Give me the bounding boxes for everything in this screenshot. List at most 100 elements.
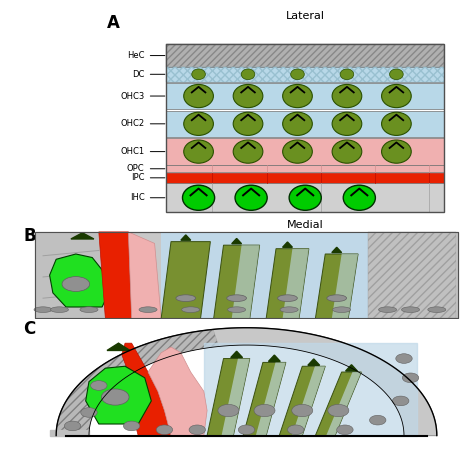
Circle shape bbox=[332, 112, 362, 135]
Polygon shape bbox=[50, 254, 109, 307]
Circle shape bbox=[184, 112, 213, 135]
Text: A: A bbox=[108, 14, 120, 32]
Ellipse shape bbox=[327, 295, 346, 302]
Circle shape bbox=[238, 425, 255, 434]
Polygon shape bbox=[122, 343, 171, 436]
Circle shape bbox=[192, 69, 205, 80]
Polygon shape bbox=[256, 362, 286, 436]
Bar bbox=[166, 44, 444, 67]
Ellipse shape bbox=[34, 307, 52, 313]
Text: OHC1: OHC1 bbox=[120, 147, 145, 156]
Circle shape bbox=[283, 84, 312, 108]
Circle shape bbox=[182, 185, 215, 210]
Circle shape bbox=[91, 381, 107, 390]
Ellipse shape bbox=[50, 307, 68, 313]
Polygon shape bbox=[231, 351, 243, 357]
Polygon shape bbox=[232, 238, 242, 244]
Polygon shape bbox=[213, 328, 437, 436]
Circle shape bbox=[189, 425, 205, 434]
Polygon shape bbox=[346, 365, 357, 371]
Text: OHC2: OHC2 bbox=[120, 119, 145, 128]
Polygon shape bbox=[71, 233, 94, 239]
Circle shape bbox=[402, 373, 419, 383]
Ellipse shape bbox=[280, 307, 298, 313]
Text: IPC: IPC bbox=[131, 173, 145, 182]
Text: IHC: IHC bbox=[130, 193, 145, 202]
Text: Lateral: Lateral bbox=[286, 11, 325, 21]
Polygon shape bbox=[315, 254, 358, 318]
Text: HeC: HeC bbox=[127, 51, 145, 60]
Circle shape bbox=[254, 405, 275, 417]
Bar bbox=[166, 67, 444, 82]
Circle shape bbox=[81, 408, 97, 417]
Circle shape bbox=[241, 69, 255, 80]
Circle shape bbox=[289, 185, 321, 210]
Circle shape bbox=[390, 69, 403, 80]
Ellipse shape bbox=[176, 295, 196, 302]
Bar bbox=[166, 165, 444, 172]
Polygon shape bbox=[56, 328, 437, 436]
Polygon shape bbox=[283, 242, 292, 247]
Polygon shape bbox=[214, 245, 260, 318]
Text: OHC3: OHC3 bbox=[120, 92, 145, 101]
Ellipse shape bbox=[228, 307, 246, 313]
Ellipse shape bbox=[80, 307, 98, 313]
Bar bbox=[161, 232, 430, 318]
Polygon shape bbox=[204, 343, 417, 436]
Bar bbox=[368, 232, 456, 318]
Polygon shape bbox=[332, 247, 342, 253]
Ellipse shape bbox=[379, 307, 397, 313]
Circle shape bbox=[62, 277, 90, 291]
Circle shape bbox=[340, 69, 354, 80]
Circle shape bbox=[332, 140, 362, 163]
Polygon shape bbox=[148, 347, 207, 436]
Text: DC: DC bbox=[132, 70, 145, 79]
Polygon shape bbox=[292, 366, 325, 436]
Bar bbox=[166, 138, 444, 165]
Polygon shape bbox=[161, 241, 210, 318]
Ellipse shape bbox=[401, 307, 419, 313]
Circle shape bbox=[392, 396, 409, 406]
Ellipse shape bbox=[428, 307, 446, 313]
Circle shape bbox=[235, 185, 267, 210]
Circle shape bbox=[382, 112, 411, 135]
Circle shape bbox=[233, 84, 263, 108]
Ellipse shape bbox=[139, 307, 157, 313]
Polygon shape bbox=[35, 232, 105, 318]
Polygon shape bbox=[86, 366, 151, 424]
Circle shape bbox=[64, 421, 81, 431]
Polygon shape bbox=[308, 359, 319, 365]
Polygon shape bbox=[99, 232, 132, 318]
Bar bbox=[166, 44, 444, 67]
Text: OPC: OPC bbox=[127, 164, 145, 173]
Bar bbox=[166, 83, 444, 109]
Polygon shape bbox=[243, 362, 286, 436]
Polygon shape bbox=[181, 235, 191, 240]
Polygon shape bbox=[266, 249, 309, 318]
Text: B: B bbox=[23, 227, 36, 246]
Circle shape bbox=[370, 415, 386, 425]
Circle shape bbox=[184, 84, 213, 108]
Polygon shape bbox=[128, 232, 161, 318]
Polygon shape bbox=[332, 254, 358, 318]
Text: C: C bbox=[23, 320, 36, 338]
Bar bbox=[166, 183, 444, 212]
Circle shape bbox=[291, 69, 304, 80]
Polygon shape bbox=[56, 329, 219, 436]
Circle shape bbox=[233, 140, 263, 163]
Ellipse shape bbox=[278, 295, 297, 302]
Circle shape bbox=[156, 425, 173, 434]
Circle shape bbox=[332, 84, 362, 108]
Circle shape bbox=[396, 354, 412, 363]
Circle shape bbox=[382, 140, 411, 163]
Ellipse shape bbox=[227, 295, 246, 302]
Circle shape bbox=[288, 425, 304, 434]
Bar bbox=[368, 232, 456, 318]
Polygon shape bbox=[50, 430, 89, 436]
Circle shape bbox=[328, 405, 349, 417]
Circle shape bbox=[382, 84, 411, 108]
Polygon shape bbox=[279, 366, 325, 436]
Bar bbox=[166, 67, 444, 82]
Polygon shape bbox=[315, 372, 361, 436]
Text: Medial: Medial bbox=[287, 220, 324, 230]
